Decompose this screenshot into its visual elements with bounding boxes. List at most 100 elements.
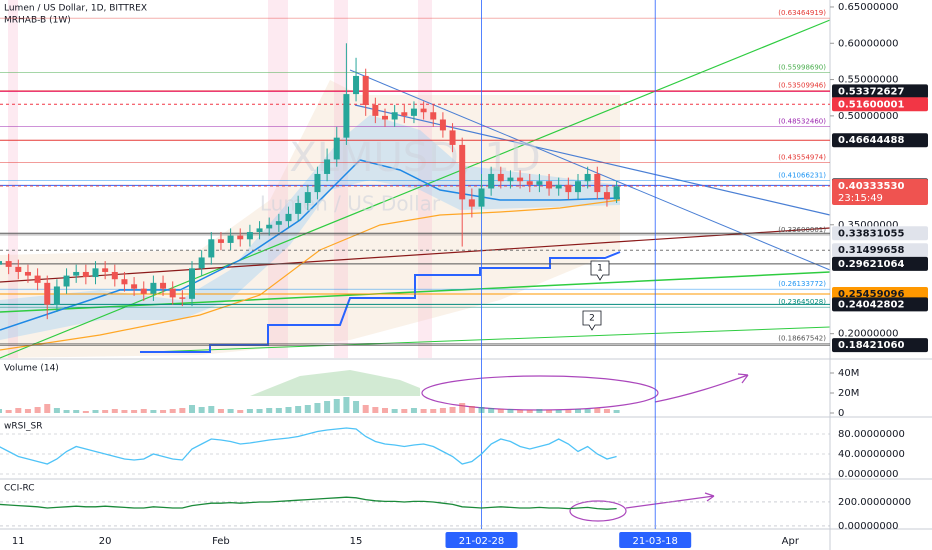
drawing-arrow: [625, 492, 715, 509]
candle-body: [468, 199, 475, 207]
volume-bar: [0, 409, 2, 413]
volume-bar: [275, 408, 282, 413]
volume-bar: [24, 409, 31, 413]
volume-bar: [565, 410, 572, 413]
callout: [582, 310, 602, 331]
watermark: XLMUSD, 1D: [289, 135, 540, 181]
candle-body: [285, 213, 292, 222]
volume-bar: [63, 410, 70, 413]
candle-body: [121, 279, 128, 285]
volume-bar: [372, 407, 379, 413]
volume-bar: [15, 408, 22, 413]
pane-title: Volume (14): [4, 364, 59, 374]
volume-bar: [237, 410, 244, 413]
volume-bar: [227, 409, 234, 413]
candle-body: [420, 108, 427, 113]
volume-bar: [44, 404, 51, 413]
y-tick-label: 0.00000000: [838, 469, 898, 480]
highlight-band: [418, 0, 432, 358]
volume-bar: [603, 409, 610, 413]
candle-body: [304, 192, 311, 203]
candle-body: [237, 235, 244, 240]
volume-bar: [401, 409, 408, 413]
price-label: 0.46644488: [838, 135, 904, 146]
drawing-arrow: [654, 373, 749, 403]
price-label-box: [832, 133, 928, 148]
candle-body: [594, 173, 601, 193]
trendline: [0, 19, 831, 359]
volume-bar: [324, 401, 331, 413]
price-label: 0.24042802: [838, 299, 904, 310]
volume-bar: [150, 410, 157, 413]
volume-bar: [246, 409, 253, 413]
volume-bar: [430, 409, 437, 413]
candle-body: [208, 239, 215, 258]
countdown: 23:15:49: [838, 193, 883, 204]
highlight-band: [268, 0, 288, 358]
price-label: 0.33831055: [838, 228, 904, 239]
candle-body: [256, 228, 263, 233]
volume-bar: [382, 408, 388, 413]
candle-body: [295, 202, 302, 214]
candle-body: [391, 112, 398, 120]
volume-bar: [131, 410, 138, 413]
y-tick-label: 200.00000000: [838, 497, 911, 508]
candle-body: [0, 261, 2, 265]
trendline: [149, 326, 831, 353]
highlight-band: [8, 0, 18, 358]
candle-body: [102, 268, 109, 272]
candle-body: [478, 188, 485, 207]
candle-body: [5, 261, 12, 267]
volume-bar: [111, 409, 118, 413]
candle-body: [459, 144, 466, 200]
volume-bar: [82, 411, 89, 413]
y-tick-label: 20M: [838, 388, 859, 399]
volume-bar: [121, 410, 128, 413]
indicator-line: [0, 496, 617, 510]
volume-bar: [198, 407, 205, 413]
y-tick-label: 0.35000000: [838, 220, 898, 231]
price-label-box: [832, 84, 928, 99]
fib-label: (0.55998690): [778, 63, 826, 71]
fib-label: (0.63464919): [778, 9, 826, 17]
callout-label: 1: [597, 264, 603, 274]
price-label-box: [832, 97, 928, 112]
volume-bar: [353, 401, 360, 413]
fib-label: (0.48532460): [778, 118, 826, 126]
volume-bar: [53, 408, 60, 413]
volume-bar: [266, 408, 273, 413]
candle-body: [53, 286, 60, 305]
trendline: [0, 227, 831, 283]
candle-body: [372, 104, 379, 116]
candle-body: [92, 268, 99, 278]
trendline: [349, 69, 831, 271]
volume-bar: [488, 408, 495, 413]
chart-title: Lumen / US Dollar, 1D, BITTREX: [4, 4, 147, 14]
callout: [590, 260, 610, 281]
candle-body: [603, 192, 610, 200]
price-label: 0.25459096: [838, 289, 904, 300]
candle-body: [44, 282, 51, 305]
volume-bar: [410, 408, 417, 413]
fib-label: (0.53509946): [778, 81, 826, 89]
candle-body: [382, 115, 388, 120]
candle-body: [555, 184, 562, 189]
candle-body: [449, 130, 456, 145]
candle-body: [15, 266, 22, 272]
candle-body: [613, 186, 620, 200]
fib-label: (0.23645028): [778, 298, 826, 306]
candle-body: [410, 108, 417, 116]
volume-bar: [208, 406, 215, 413]
candle-body: [575, 181, 581, 193]
moving-average: [0, 199, 621, 351]
volume-bar: [333, 399, 340, 413]
volume-bar: [584, 409, 591, 413]
candle-body: [546, 181, 553, 189]
x-tick-label: Apr: [782, 536, 800, 547]
price-label-box: [832, 338, 928, 353]
x-tick-label: 21-02-28: [459, 536, 504, 547]
y-tick-label: 40M: [838, 368, 859, 379]
volume-bar: [102, 410, 109, 413]
